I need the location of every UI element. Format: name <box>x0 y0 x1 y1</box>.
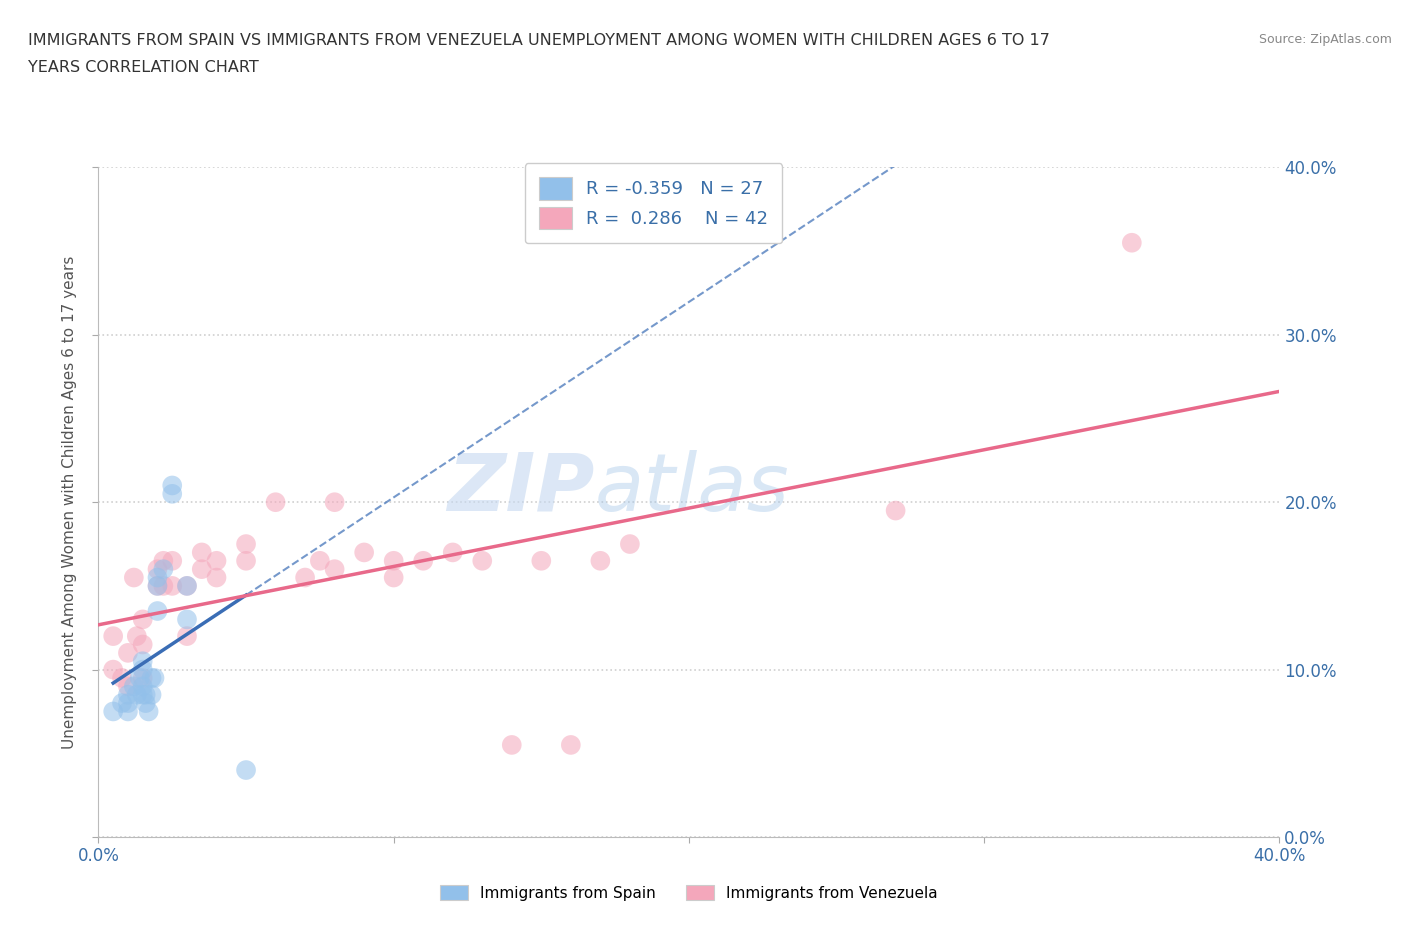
Point <box>294 570 316 585</box>
Point <box>141 687 163 702</box>
Point <box>103 704 125 719</box>
Point <box>146 562 169 577</box>
Point <box>205 553 228 568</box>
Point <box>152 578 174 593</box>
Point <box>141 671 163 685</box>
Point <box>205 570 228 585</box>
Point <box>162 478 183 493</box>
Point <box>176 578 198 593</box>
Point <box>176 612 198 627</box>
Point <box>162 578 183 593</box>
Point <box>103 662 125 677</box>
Point <box>162 486 183 501</box>
Point <box>323 495 346 510</box>
Text: Source: ZipAtlas.com: Source: ZipAtlas.com <box>1258 33 1392 46</box>
Legend: Immigrants from Spain, Immigrants from Venezuela: Immigrants from Spain, Immigrants from V… <box>433 877 945 909</box>
Point <box>135 687 157 702</box>
Point <box>138 704 160 719</box>
Point <box>122 570 145 585</box>
Point <box>619 537 641 551</box>
Point <box>117 704 139 719</box>
Point <box>103 629 125 644</box>
Point <box>117 679 139 694</box>
Point <box>589 553 612 568</box>
Point <box>132 612 155 627</box>
Point <box>1121 235 1143 250</box>
Point <box>264 495 287 510</box>
Point <box>152 562 174 577</box>
Point <box>309 553 332 568</box>
Point <box>501 737 523 752</box>
Point <box>884 503 907 518</box>
Point <box>530 553 553 568</box>
Point <box>152 553 174 568</box>
Point <box>146 578 169 593</box>
Point <box>412 553 434 568</box>
Point <box>132 654 155 669</box>
Point <box>117 645 139 660</box>
Point <box>162 553 183 568</box>
Point <box>132 679 155 694</box>
Point <box>146 578 169 593</box>
Point <box>132 687 155 702</box>
Text: YEARS CORRELATION CHART: YEARS CORRELATION CHART <box>28 60 259 75</box>
Text: atlas: atlas <box>595 450 789 528</box>
Point <box>111 671 134 685</box>
Y-axis label: Unemployment Among Women with Children Ages 6 to 17 years: Unemployment Among Women with Children A… <box>62 256 77 749</box>
Point <box>323 562 346 577</box>
Point <box>146 570 169 585</box>
Point <box>111 696 134 711</box>
Point <box>176 578 198 593</box>
Point <box>132 662 155 677</box>
Point <box>176 629 198 644</box>
Point <box>191 545 214 560</box>
Text: IMMIGRANTS FROM SPAIN VS IMMIGRANTS FROM VENEZUELA UNEMPLOYMENT AMONG WOMEN WITH: IMMIGRANTS FROM SPAIN VS IMMIGRANTS FROM… <box>28 33 1050 47</box>
Point <box>135 696 157 711</box>
Point <box>235 537 257 551</box>
Point <box>560 737 582 752</box>
Legend: R = -0.359   N = 27, R =  0.286    N = 42: R = -0.359 N = 27, R = 0.286 N = 42 <box>524 163 782 244</box>
Point <box>117 696 139 711</box>
Point <box>125 629 148 644</box>
Point <box>132 671 155 685</box>
Point <box>191 562 214 577</box>
Point <box>132 637 155 652</box>
Point <box>471 553 494 568</box>
Point <box>122 679 145 694</box>
Point <box>146 604 169 618</box>
Point <box>125 687 148 702</box>
Point <box>117 687 139 702</box>
Text: ZIP: ZIP <box>447 450 595 528</box>
Point <box>382 553 405 568</box>
Point <box>235 553 257 568</box>
Point <box>441 545 464 560</box>
Point <box>235 763 257 777</box>
Point <box>382 570 405 585</box>
Point <box>353 545 375 560</box>
Point <box>128 671 150 685</box>
Point <box>143 671 166 685</box>
